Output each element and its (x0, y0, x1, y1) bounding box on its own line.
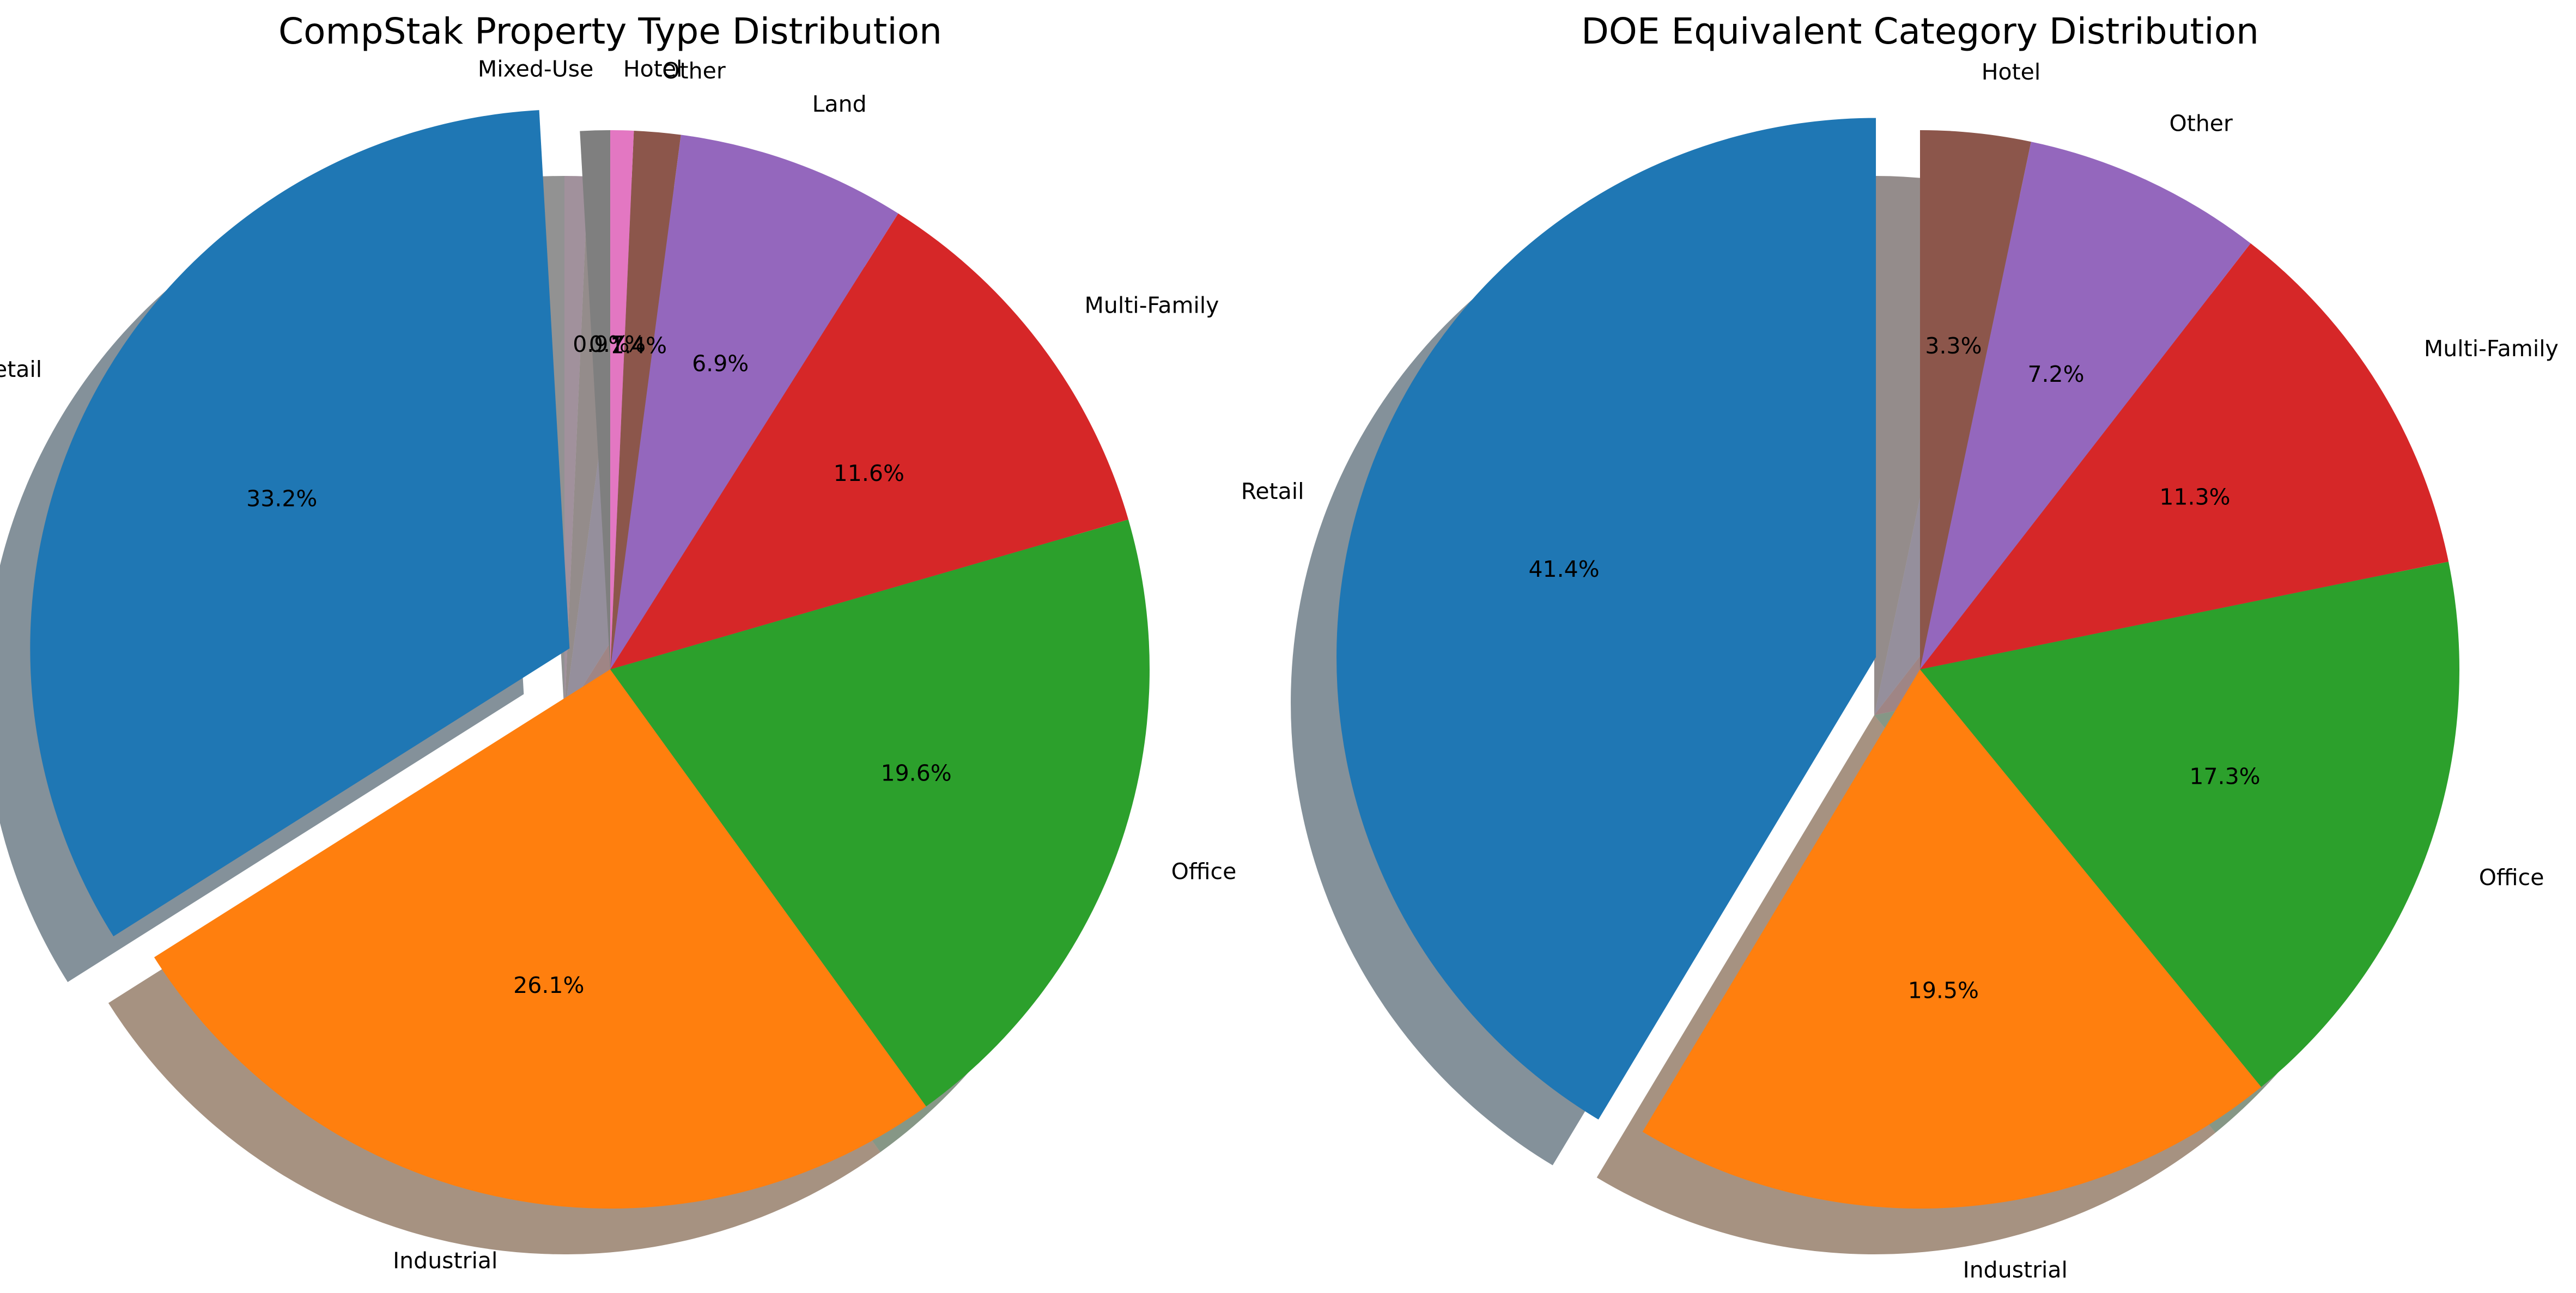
slice-shadow-hotel (564, 176, 588, 715)
chart-title-doe: DOE Equivalent Category Distribution (1581, 10, 2259, 52)
slice-other (1920, 142, 2251, 669)
slice-industrial (154, 669, 926, 1209)
compstak-pie-chart: CompStak Property Type Distribution Mixe… (0, 10, 1236, 1274)
category-label-hotel: Hotel (1982, 59, 2041, 85)
category-label-industrial: Industrial (393, 1248, 497, 1274)
percent-label-mixed-use: 0.9% (573, 331, 629, 357)
category-label-retail: Retail (1241, 478, 1304, 504)
slice-hotel (1920, 130, 2031, 669)
slice-office (610, 519, 1150, 1107)
category-label-multi-family: Multi-Family (1084, 292, 1219, 319)
pie-labels: Retail 41.4% Industrial 19.5% Office 17.3% Mul… (1241, 59, 2559, 1283)
percent-label-land: 6.9% (692, 350, 749, 376)
percent-label-industrial: 26.1% (513, 972, 584, 998)
slice-land (610, 135, 898, 669)
slice-multi-family (610, 213, 1129, 669)
category-label-mixed-use: Mixed-Use (478, 56, 593, 82)
percent-label-office: 19.6% (880, 760, 951, 786)
percent-label-retail: 33.2% (246, 486, 317, 512)
category-label-other: Other (662, 58, 726, 84)
slice-industrial (1642, 669, 2262, 1209)
category-label-multi-family: Multi-Family (2424, 336, 2559, 362)
slice-office (1920, 562, 2459, 1087)
slice-multi-family (1920, 243, 2449, 669)
pie-labels: Mixed-Use 0.9% Retail 33.2% Industrial 26.1% O… (0, 56, 1236, 1273)
slice-mixed-use (580, 130, 610, 669)
percent-label-industrial: 19.5% (1908, 977, 1979, 1003)
percent-label-retail: 41.4% (1528, 556, 1599, 582)
category-label-office: Office (2479, 864, 2544, 891)
percent-label-other: 1.4% (610, 332, 667, 358)
doe-pie-chart: DOE Equivalent Category Distribution Ret… (1241, 10, 2559, 1283)
slice-other (610, 130, 681, 670)
category-label-office: Office (1171, 858, 1237, 885)
percent-label-multi-family: 11.3% (2159, 484, 2230, 510)
percent-label-hotel: 3.3% (1925, 333, 1982, 359)
chart-title-compstak: CompStak Property Type Distribution (278, 10, 942, 52)
category-label-hotel: Hotel (623, 56, 683, 82)
percent-label-multi-family: 11.6% (834, 460, 904, 486)
category-label-other: Other (2169, 111, 2233, 137)
percent-label-hotel: 0.7% (589, 331, 646, 357)
percent-label-office: 17.3% (2189, 763, 2260, 789)
slice-retail (30, 110, 570, 937)
slice-hotel (610, 130, 634, 669)
slice-retail (1336, 118, 1876, 1120)
percent-label-other: 7.2% (2027, 361, 2084, 387)
category-label-industrial: Industrial (1963, 1257, 2068, 1283)
category-label-retail: Retail (0, 356, 42, 382)
category-label-land: Land (812, 91, 867, 117)
pie-slices (0, 110, 1150, 1254)
pie-slices (1291, 118, 2459, 1254)
